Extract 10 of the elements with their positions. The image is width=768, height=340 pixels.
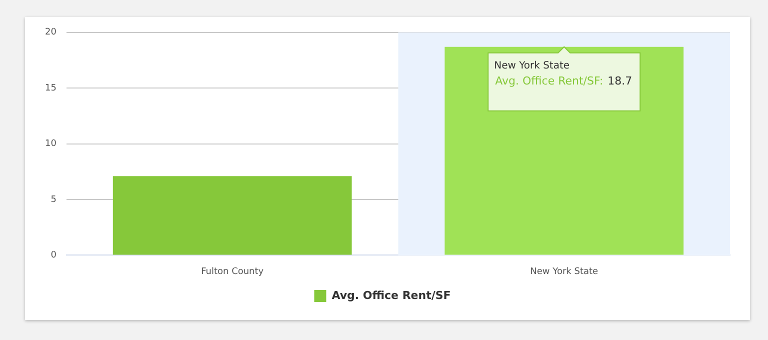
data-label: 18.7 xyxy=(608,74,632,88)
legend-label: Avg. Office Rent/SF xyxy=(332,288,451,302)
y-tick-label: 5 xyxy=(50,194,56,205)
y-tick-label: 15 xyxy=(45,83,56,94)
annotation: New York State xyxy=(494,60,570,72)
y-tick-label: 0 xyxy=(50,250,57,261)
y-tick-label: 20 xyxy=(45,28,57,38)
annotation: Avg. Office Rent/SF: xyxy=(495,74,604,88)
y-tick-label: 10 xyxy=(45,139,57,150)
x-tick-label: Fulton County xyxy=(201,266,264,277)
